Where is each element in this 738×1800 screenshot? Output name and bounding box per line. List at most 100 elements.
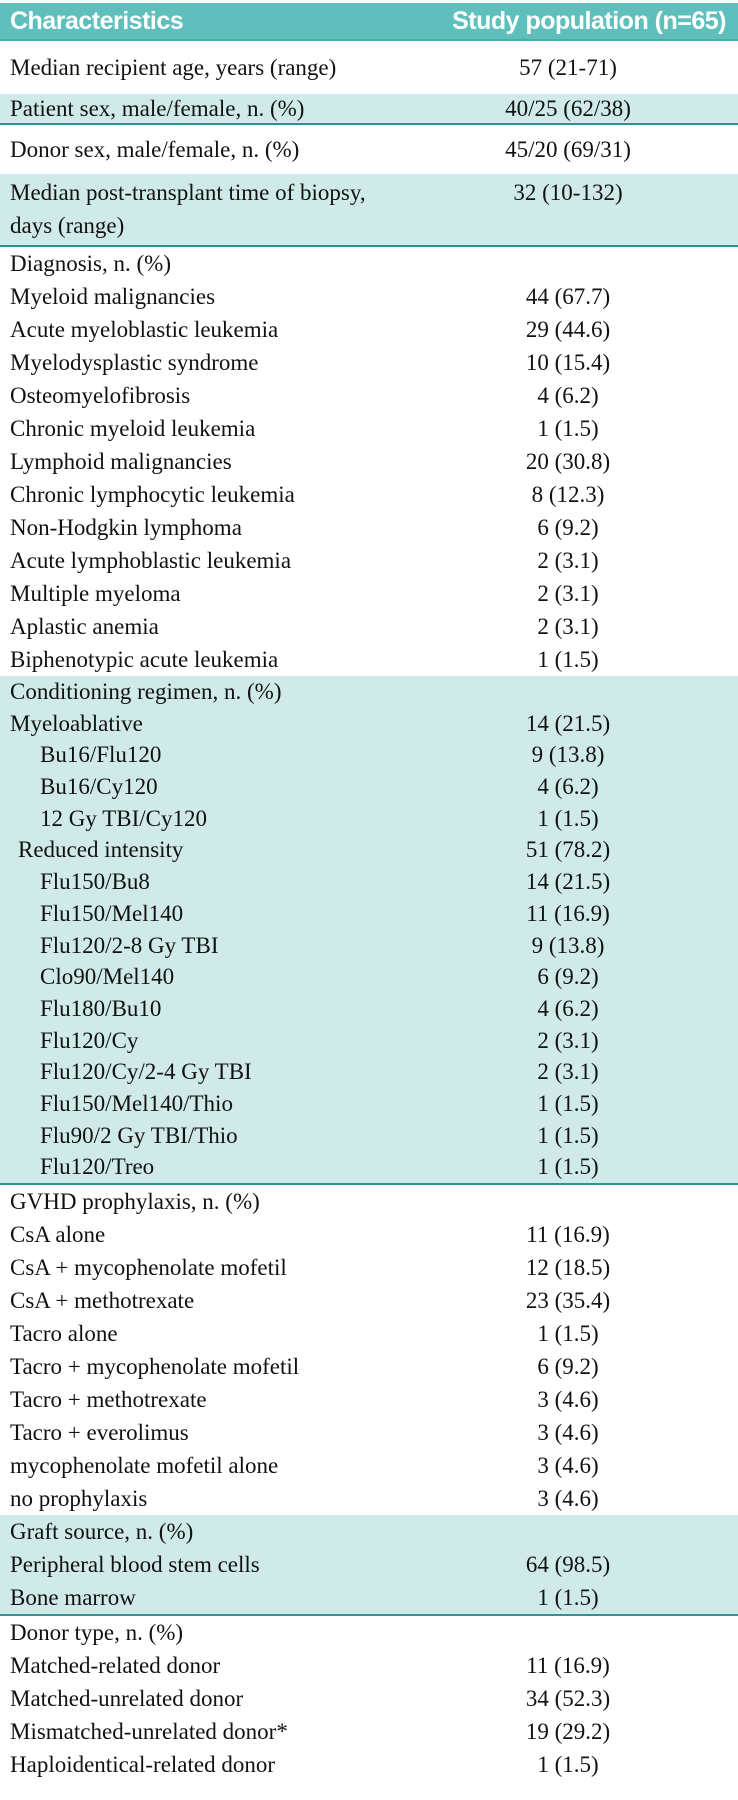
row-value: 12 (18.5) (525, 1255, 611, 1280)
row-label: Graft source, n. (%) (10, 1519, 194, 1544)
row-label: Haploidentical-related donor (10, 1752, 276, 1777)
row-label: Tacro + everolimus (10, 1420, 189, 1445)
table-row: Clo90/Mel140 6 (9.2) (0, 961, 738, 993)
row-label: Flu150/Mel140/Thio (40, 1090, 233, 1116)
table-row: Patient sex, male/female, n. (%) 40/25 (6… (0, 94, 738, 123)
table-row: Graft source, n. (%) (0, 1515, 738, 1548)
table-row: no prophylaxis 3 (4.6) (0, 1482, 738, 1515)
row-label: Flu90/2 Gy TBI/Thio (40, 1122, 238, 1148)
table-header: Characteristics Study population (n=65) (0, 3, 738, 41)
row-label: Matched-unrelated donor (10, 1686, 244, 1711)
table-row: Reduced intensity 51 (78.2) (0, 834, 738, 866)
row-value: 40/25 (62/38) (505, 95, 631, 121)
row-label: Myeloablative (10, 710, 143, 736)
row-label: Mismatched-unrelated donor* (10, 1719, 288, 1744)
table-row: Flu150/Bu8 14 (21.5) (0, 866, 738, 898)
row-label: Bu16/Cy120 (40, 774, 158, 800)
table-row: Median recipient age, years (range) 57 (2… (0, 41, 738, 94)
row-label: Reduced intensity (18, 837, 184, 863)
table-row: Bone marrow 1 (1.5) (0, 1581, 738, 1614)
row-label: Chronic myeloid leukemia (10, 416, 256, 441)
row-label: Flu120/Cy/2-4 Gy TBI (40, 1059, 252, 1085)
row-label: Aplastic anemia (10, 614, 159, 639)
row-value (438, 1616, 698, 1649)
table-row: Flu120/Cy/2-4 Gy TBI 2 (3.1) (0, 1056, 738, 1088)
table-row: Myelodysplastic syndrome 10 (15.4) (0, 346, 738, 379)
row-value: 64 (98.5) (525, 1552, 611, 1577)
row-value: 3 (4.6) (537, 1453, 599, 1478)
table-row: Flu120/2-8 Gy TBI 9 (13.8) (0, 930, 738, 962)
row-value: 9 (13.8) (531, 742, 605, 768)
row-value: 6 (9.2) (537, 515, 599, 540)
row-value: 3 (4.6) (537, 1486, 599, 1511)
table-row: mycophenolate mofetil alone 3 (4.6) (0, 1449, 738, 1482)
row-value: 9 (13.8) (531, 932, 605, 958)
row-value: 4 (6.2) (537, 383, 599, 408)
table-row: Mismatched-unrelated donor* 19 (29.2) (0, 1715, 738, 1748)
table-row: Tacro + mycophenolate mofetil 6 (9.2) (0, 1350, 738, 1383)
row-value: 3 (4.6) (537, 1387, 599, 1412)
table-section-biopsy-time: Median post-transplant time of biopsy, d… (0, 174, 738, 247)
row-label: CsA + methotrexate (10, 1288, 195, 1313)
row-label: Flu150/Bu8 (40, 869, 150, 895)
row-value: 2 (3.1) (537, 614, 599, 639)
table-row: Matched-unrelated donor 34 (52.3) (0, 1682, 738, 1715)
table-section-patient-sex: Patient sex, male/female, n. (%) 40/25 (6… (0, 94, 738, 125)
table-row: Bu16/Cy120 4 (6.2) (0, 771, 738, 803)
row-label: Flu150/Mel140 (40, 900, 184, 926)
table-row: Aplastic anemia 2 (3.1) (0, 610, 738, 643)
row-label: Multiple myeloma (10, 581, 181, 606)
row-value: 8 (12.3) (531, 482, 605, 507)
table-row: Conditioning regimen, n. (%) (0, 676, 738, 708)
row-label: Donor sex, male/female, n. (%) (10, 136, 300, 162)
table-row: Flu120/Cy 2 (3.1) (0, 1025, 738, 1057)
table-row: Donor sex, male/female, n. (%) 45/20 (69/… (0, 125, 738, 174)
row-value: 11 (16.9) (526, 900, 610, 926)
row-label: GVHD prophylaxis, n. (%) (10, 1189, 260, 1214)
row-value: 23 (35.4) (525, 1288, 611, 1313)
row-value: 4 (6.2) (537, 774, 599, 800)
table-row: Median post-transplant time of biopsy, d… (0, 174, 738, 245)
row-value: 32 (10-132) (513, 180, 623, 205)
row-value: 1 (1.5) (537, 1122, 599, 1148)
row-value: 14 (21.5) (525, 869, 611, 895)
row-value: 2 (3.1) (537, 1059, 599, 1085)
row-label: Matched-related donor (10, 1653, 221, 1678)
row-value: 51 (78.2) (525, 837, 611, 863)
table-row: Flu120/Treo 1 (1.5) (0, 1151, 738, 1183)
header-characteristics: Characteristics (10, 6, 184, 35)
table-section-diagnosis: Diagnosis, n. (%) Myeloid malignancies 44 … (0, 247, 738, 676)
row-label: Tacro alone (10, 1321, 118, 1346)
row-value: 2 (3.1) (537, 1027, 599, 1053)
table-row: Acute myeloblastic leukemia 29 (44.6) (0, 313, 738, 346)
row-value: 1 (1.5) (537, 1321, 599, 1346)
table-row: Myeloablative 14 (21.5) (0, 708, 738, 740)
table-row: Flu90/2 Gy TBI/Thio 1 (1.5) (0, 1120, 738, 1152)
row-label: Tacro + mycophenolate mofetil (10, 1354, 300, 1379)
row-value: 2 (3.1) (537, 581, 599, 606)
table-row: CsA + mycophenolate mofetil 12 (18.5) (0, 1251, 738, 1284)
row-label: 12 Gy TBI/Cy120 (40, 805, 207, 831)
row-label: Median post-transplant time of biopsy, d… (10, 180, 366, 238)
row-value: 6 (9.2) (537, 1354, 599, 1379)
row-label: CsA alone (10, 1222, 106, 1247)
row-label: Conditioning regimen, n. (%) (10, 679, 282, 704)
table-row: Lymphoid malignancies 20 (30.8) (0, 445, 738, 478)
table-row: Diagnosis, n. (%) (0, 247, 738, 280)
table-row: Tacro alone 1 (1.5) (0, 1317, 738, 1350)
table-row: Multiple myeloma 2 (3.1) (0, 577, 738, 610)
table-row: Myeloid malignancies 44 (67.7) (0, 280, 738, 313)
row-label: Myeloid malignancies (10, 284, 216, 309)
row-value (438, 1185, 698, 1218)
row-label: CsA + mycophenolate mofetil (10, 1255, 287, 1280)
row-value: 14 (21.5) (525, 710, 611, 736)
table-section-donor-type: Donor type, n. (%) Matched-related donor 1… (0, 1616, 738, 1781)
row-label: Patient sex, male/female, n. (%) (10, 95, 305, 121)
row-value (438, 1515, 698, 1548)
row-label: Biphenotypic acute leukemia (10, 647, 279, 672)
row-value: 1 (1.5) (537, 1585, 599, 1610)
table-section-graft-source: Graft source, n. (%) Peripheral blood ste… (0, 1515, 738, 1616)
row-value: 34 (52.3) (525, 1686, 611, 1711)
table-row: GVHD prophylaxis, n. (%) (0, 1185, 738, 1218)
row-label: Bu16/Flu120 (40, 742, 162, 768)
